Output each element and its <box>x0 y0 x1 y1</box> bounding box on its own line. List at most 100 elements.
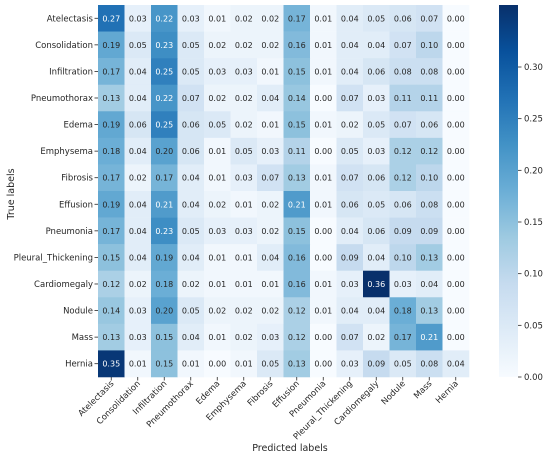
heatmap-cell <box>124 31 152 59</box>
cell-value-label: 0.07 <box>420 14 438 23</box>
cell-value-label: 0.17 <box>155 174 173 183</box>
heatmap-cell <box>230 137 258 165</box>
cell-value-label: 0.16 <box>288 253 306 262</box>
cell-value-label: 0.13 <box>288 174 306 183</box>
cell-value-label: 0.12 <box>394 147 412 156</box>
heatmap-cell <box>204 217 231 245</box>
heatmap-cell <box>336 297 364 325</box>
cell-value-label: 0.04 <box>341 14 359 23</box>
heatmap-cell <box>124 190 152 218</box>
heatmap-cell <box>230 217 258 245</box>
cell-value-label: 0.03 <box>341 280 359 289</box>
heatmap-cell <box>151 137 178 165</box>
heatmap-cell <box>177 31 205 59</box>
cell-value-label: 0.06 <box>341 200 359 209</box>
heatmap-cell <box>230 270 258 298</box>
cell-value-label: 0.05 <box>182 227 200 236</box>
cell-value-label: 0.18 <box>394 307 412 316</box>
cell-value-label: 0.15 <box>288 121 306 130</box>
cell-value-label: 0.04 <box>182 253 200 262</box>
cell-value-label: 0.00 <box>314 227 332 236</box>
cell-value-label: 0.12 <box>420 147 438 156</box>
cell-value-label: 0.09 <box>420 227 438 236</box>
cell-value-label: 0.08 <box>420 360 438 369</box>
cell-value-label: 0.00 <box>447 67 465 76</box>
heatmap-cell <box>389 111 417 139</box>
cell-value-label: 0.02 <box>367 333 385 342</box>
heatmap-cell <box>151 244 178 271</box>
heatmap-cell <box>98 84 125 112</box>
cell-value-label: 0.03 <box>394 280 412 289</box>
cell-value-label: 0.02 <box>235 94 253 103</box>
heatmap-cell <box>336 323 364 351</box>
heatmap-cell <box>310 137 337 165</box>
heatmap-cell <box>177 297 205 325</box>
cell-value-label: 0.00 <box>447 14 465 23</box>
cell-value-label: 0.04 <box>129 67 147 76</box>
cell-value-label: 0.04 <box>129 227 147 236</box>
cell-value-label: 0.03 <box>208 67 226 76</box>
heatmap-cell <box>310 111 337 139</box>
cell-value-label: 0.01 <box>314 67 332 76</box>
heatmap-cell <box>310 297 337 325</box>
cell-value-label: 0.11 <box>288 147 306 156</box>
cell-value-label: 0.01 <box>235 253 253 262</box>
cell-value-label: 0.01 <box>182 360 200 369</box>
heatmap-cell <box>98 58 125 86</box>
heatmap-cell <box>389 350 417 378</box>
heatmap-cell <box>416 323 443 351</box>
y-tick-label: Pneumonia <box>46 227 93 237</box>
heatmap-cell <box>257 270 284 298</box>
cell-value-label: 0.01 <box>314 307 332 316</box>
y-tick-label: Emphysema <box>40 147 93 157</box>
cell-value-label: 0.10 <box>394 253 412 262</box>
cell-value-label: 0.35 <box>102 360 120 369</box>
cell-value-label: 0.01 <box>314 200 332 209</box>
heatmap-cell <box>416 270 443 298</box>
heatmap-cell <box>283 270 311 298</box>
heatmap-cell <box>283 297 311 325</box>
heatmap-cell <box>310 58 337 86</box>
heatmap-cell <box>389 297 417 325</box>
cell-value-label: 0.05 <box>341 147 359 156</box>
cell-value-label: 0.00 <box>447 280 465 289</box>
cell-value-label: 0.01 <box>261 280 279 289</box>
heatmap-cells <box>98 5 470 378</box>
heatmap-cell <box>389 190 417 218</box>
heatmap-cell <box>310 270 337 298</box>
x-axis-ticks: AtelectasisConsolidationInfiltrationPneu… <box>77 376 461 442</box>
heatmap-cell <box>257 350 284 378</box>
heatmap-cell <box>363 217 390 245</box>
heatmap-cell <box>204 58 231 86</box>
cell-value-label: 0.00 <box>314 147 332 156</box>
x-tick-label: Hernia <box>434 379 461 406</box>
cell-value-label: 0.01 <box>208 253 226 262</box>
cell-value-label: 0.01 <box>208 280 226 289</box>
cell-value-label: 0.06 <box>394 14 412 23</box>
y-tick-label: Edema <box>64 121 93 131</box>
cell-value-label: 0.01 <box>314 121 332 130</box>
cell-value-label: 0.11 <box>394 94 412 103</box>
heatmap-cell <box>177 190 205 218</box>
cell-value-label: 0.02 <box>261 41 279 50</box>
cell-value-label: 0.07 <box>341 94 359 103</box>
heatmap-cell <box>124 350 152 378</box>
y-tick-label: Pleural_Thickening <box>14 253 93 263</box>
heatmap-cell <box>310 350 337 378</box>
cell-value-label: 0.13 <box>102 333 120 342</box>
heatmap-cell <box>257 323 284 351</box>
cell-value-label: 0.04 <box>367 307 385 316</box>
cell-value-label: 0.19 <box>102 121 120 130</box>
cell-value-label: 0.07 <box>394 121 412 130</box>
cell-value-label: 0.03 <box>235 174 253 183</box>
cell-value-label: 0.03 <box>182 14 200 23</box>
x-tick-label: Nodule <box>380 379 408 407</box>
cell-value-label: 0.01 <box>208 333 226 342</box>
cell-value-label: 0.01 <box>208 14 226 23</box>
heatmap-cell <box>257 58 284 86</box>
heatmap-cell <box>204 84 231 112</box>
cell-value-label: 0.05 <box>367 200 385 209</box>
colorbar-tick-label: 0.25 <box>524 115 543 125</box>
cell-value-label: 0.04 <box>447 360 465 369</box>
cell-value-label: 0.05 <box>182 67 200 76</box>
